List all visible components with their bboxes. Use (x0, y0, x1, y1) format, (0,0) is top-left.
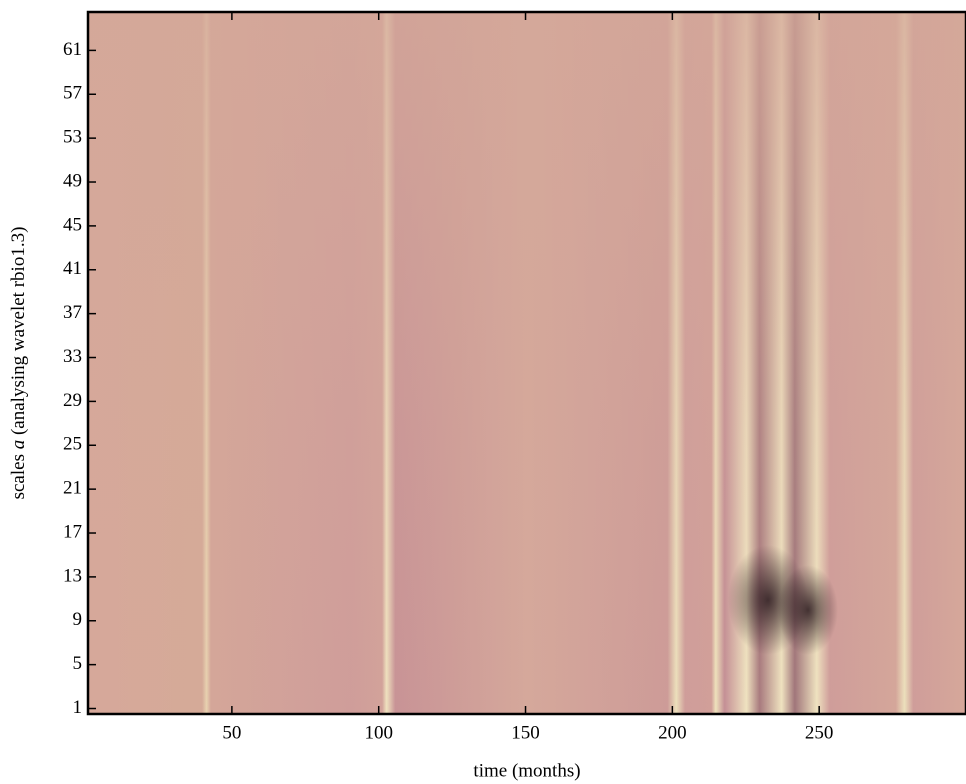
y-tick-label: 37 (63, 302, 82, 323)
x-axis-label: time (months) (473, 760, 580, 781)
x-tick-label: 100 (364, 722, 393, 743)
plot-frame (86, 10, 966, 716)
y-tick-label: 5 (73, 653, 83, 674)
heatmap-image (88, 12, 966, 714)
y-tick-label: 49 (63, 170, 82, 191)
y-label-part: (analysing wavelet rbio1.3) (8, 227, 29, 440)
x-tick-label: 200 (658, 722, 687, 743)
y-tick-label: 53 (63, 127, 82, 148)
y-tick-label: 61 (63, 39, 82, 60)
y-tick-label: 13 (63, 565, 82, 586)
x-tick-label: 50 (222, 722, 241, 743)
y-label-part: scales (8, 449, 29, 499)
y-tick-label: 25 (63, 434, 82, 455)
y-tick-label: 9 (73, 609, 83, 630)
y-tick-label: 17 (63, 521, 82, 542)
y-tick-label: 33 (63, 346, 82, 367)
y-tick-label: 1 (73, 697, 83, 718)
y-tick-label: 57 (63, 83, 82, 104)
y-axis-label: scales a (analysing wavelet rbio1.3) (8, 227, 29, 500)
y-tick-label: 29 (63, 390, 82, 411)
y-tick-label: 41 (63, 258, 82, 279)
x-tick-label: 250 (805, 722, 834, 743)
y-tick-label: 21 (63, 478, 82, 499)
y-tick-label: 45 (63, 214, 82, 235)
x-tick-label: 150 (511, 722, 540, 743)
y-label-part: a (8, 440, 29, 450)
